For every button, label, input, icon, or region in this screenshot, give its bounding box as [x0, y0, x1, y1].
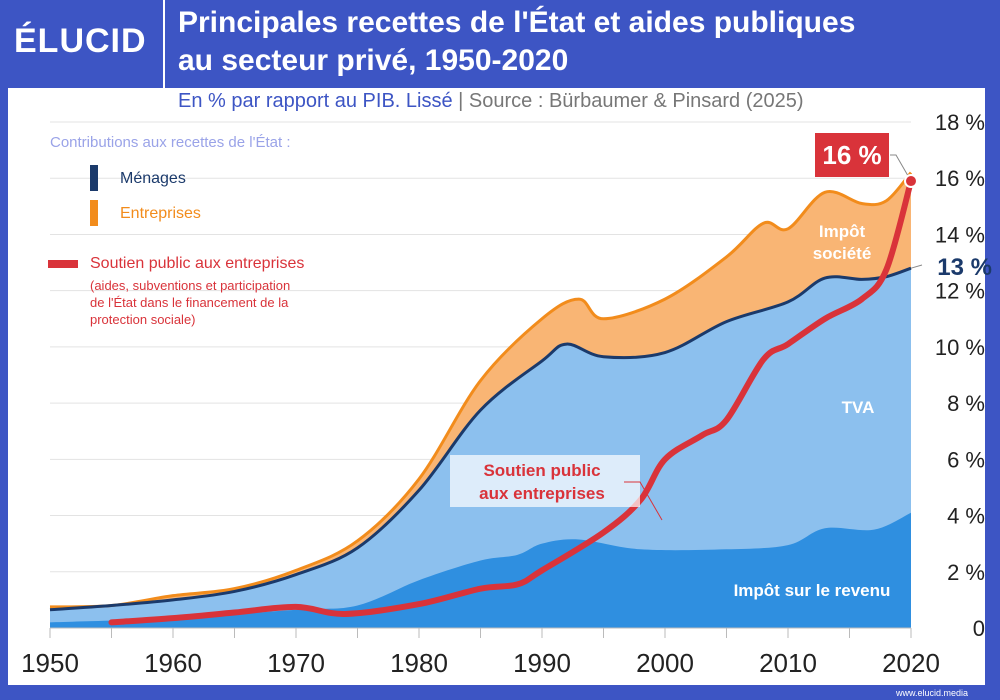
line-entreprises	[49, 171, 913, 609]
annotation-13: 13 %	[937, 254, 992, 281]
x-tick-label: 1980	[390, 648, 448, 678]
subtitle: En % par rapport au PIB. Lissé | Source …	[178, 90, 804, 113]
annotation-leader-13	[910, 264, 923, 269]
legend-heading: Contributions aux recettes de l'État :	[50, 134, 291, 151]
header-divider	[163, 0, 165, 88]
soutien-leader	[624, 481, 663, 521]
y-tick-label: 0	[973, 616, 985, 641]
note-line: de l'État dans le financement de la	[90, 295, 289, 310]
legend-swatch-menages	[90, 165, 98, 191]
annotation-16: 16 %	[822, 140, 881, 170]
note-line: (aides, subventions et participation	[90, 278, 291, 293]
legend-soutien-note: (aides, subventions et participation de l…	[90, 277, 290, 328]
x-tick-label: 2000	[636, 648, 694, 678]
footer-url: www.elucid.media	[895, 688, 968, 698]
label-tva: TVA	[842, 398, 875, 417]
legend-swatch-entreprises	[90, 200, 98, 226]
y-tick-label: 8 %	[947, 391, 985, 416]
source-note: Source : Bürbaumer & Pinsard (2025)	[468, 90, 804, 112]
y-tick-label: 16 %	[935, 166, 985, 191]
soutien-end-marker	[904, 174, 918, 189]
area-tva	[50, 268, 911, 628]
unit-note: En % par rapport au PIB. Lissé	[178, 90, 453, 112]
legend-soutien: Soutien public aux entreprises	[90, 255, 305, 272]
label-soutien-1: Soutien public	[483, 461, 600, 480]
legend-entreprises: Entreprises	[120, 205, 201, 222]
x-tick-label: 2020	[882, 648, 940, 678]
title-line-1: Principales recettes de l'État et aides …	[178, 6, 856, 39]
label-corp-1: Impôt	[819, 222, 866, 241]
y-tick-label: 14 %	[935, 222, 985, 247]
x-tick-label: 1960	[144, 648, 202, 678]
label-soutien-2: aux entreprises	[479, 484, 605, 503]
subtitle-separator: |	[458, 90, 464, 112]
legend-swatch-soutien	[48, 260, 78, 268]
annotation-leader-16	[890, 154, 912, 182]
line-menages	[49, 266, 912, 612]
y-tick-label: 6 %	[947, 447, 985, 472]
chart-title: Principales recettes de l'État et aides …	[178, 4, 855, 80]
y-tick-label: 12 %	[935, 279, 985, 304]
y-tick-label: 10 %	[935, 335, 985, 360]
x-tick-label: 2010	[759, 648, 817, 678]
note-line: protection sociale)	[90, 312, 196, 327]
x-tick-label: 1970	[267, 648, 325, 678]
y-tick-label: 2 %	[947, 560, 985, 585]
annotation-box-16	[815, 133, 889, 177]
x-tick-label: 1990	[513, 648, 571, 678]
legend-menages: Ménages	[120, 170, 186, 187]
label-corp-2: société	[813, 244, 872, 263]
line-soutien	[108, 178, 914, 626]
y-tick-label: 18 %	[935, 110, 985, 135]
title-line-2: au secteur privé, 1950-2020	[178, 44, 569, 77]
x-tick-label: 1950	[21, 648, 79, 678]
area-impot-revenu	[50, 512, 911, 628]
soutien-label-bg	[450, 455, 640, 507]
y-tick-label: 4 %	[947, 504, 985, 529]
elucid-logo: ÉLUCID	[14, 22, 147, 60]
label-impot-revenu: Impôt sur le revenu	[734, 581, 891, 600]
